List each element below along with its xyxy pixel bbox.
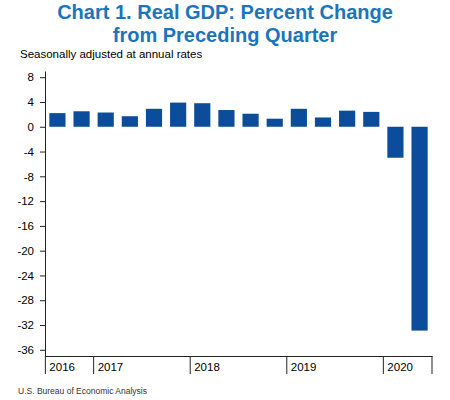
y-tick-label: -8 [24,171,34,183]
y-tick: -28 [17,294,45,306]
bar [242,114,258,127]
source: U.S. Bureau of Economic Analysis [18,386,147,396]
y-tick-label: -24 [17,270,34,282]
bar [363,112,379,127]
y-tick-mark [40,77,45,78]
y-tick-label: -4 [24,146,35,158]
x-tick-label: 2020 [387,361,413,373]
y-tick: 4 [28,96,45,108]
y-tick: -8 [24,171,45,183]
y-tick-label: -20 [17,245,34,257]
y-axis: 8 4 0 -4 -8 -12 -16 -20 -24 -28 -32 -36 [17,71,45,356]
x-tick: 2018 [194,361,220,373]
x-tick-label: 2018 [194,361,220,373]
y-tick-mark [40,176,45,177]
y-tick: -12 [17,195,45,207]
x-tick-label: 2016 [49,361,75,373]
year-separator [45,356,46,374]
y-tick-mark [40,251,45,252]
bar [387,127,403,158]
bar [194,103,210,127]
y-tick-mark [40,127,45,128]
y-tick-mark [40,226,45,227]
title: Chart 1. Real GDP: Percent Changefrom Pr… [57,1,393,46]
bar [315,117,331,126]
x-tick: 2016 [49,361,75,373]
y-tick: 0 [28,121,45,133]
y-tick: -36 [17,344,45,356]
y-tick-mark [40,325,45,326]
y-tick-label: 8 [28,71,34,83]
bar [146,109,162,127]
y-tick-mark [40,102,45,103]
chart: Chart 1. Real GDP: Percent Changefrom Pr… [0,0,450,400]
bar [73,111,89,126]
x-tick-label: 2019 [291,361,317,373]
bar [218,110,234,127]
x-tick: 2017 [98,361,124,373]
y-tick: -4 [24,146,45,158]
bar [339,111,355,127]
y-tick: -24 [17,270,45,282]
year-separator [383,356,384,374]
x-tick: 2019 [291,361,317,373]
y-tick-label: -36 [17,344,34,356]
y-tick-mark [40,275,45,276]
y-tick-label: 0 [28,121,34,133]
bar [267,119,283,127]
year-separators [45,356,432,374]
y-tick-mark [40,350,45,351]
y-tick: -16 [17,220,45,232]
y-axis-line [45,72,46,357]
year-separator [286,356,287,374]
year-separator [93,356,94,374]
y-tick-label: -16 [17,220,34,232]
x-axis: 2016 2017 2018 2019 2020 [46,357,433,374]
y-tick-label: -28 [17,294,34,306]
axis-end [432,356,433,374]
y-tick-label: -32 [17,319,34,331]
bar [98,113,114,127]
y-tick: 8 [28,71,45,83]
x-tick-label: 2017 [98,361,124,373]
bar [122,116,138,127]
y-tick-mark [40,152,45,153]
x-tick: 2020 [387,361,413,373]
bar [411,127,427,331]
y-tick-mark [40,300,45,301]
y-tick-label: 4 [28,96,35,108]
y-tick-mark [40,201,45,202]
y-tick-label: -12 [17,195,34,207]
bars [49,103,427,331]
y-tick: -20 [17,245,45,257]
bar [49,113,65,127]
y-tick: -32 [17,319,45,331]
year-separator [190,356,191,374]
x-axis-line [46,356,433,357]
bar [291,109,307,127]
bar [170,103,186,127]
subtitle: Seasonally adjusted at annual rates [20,48,202,60]
